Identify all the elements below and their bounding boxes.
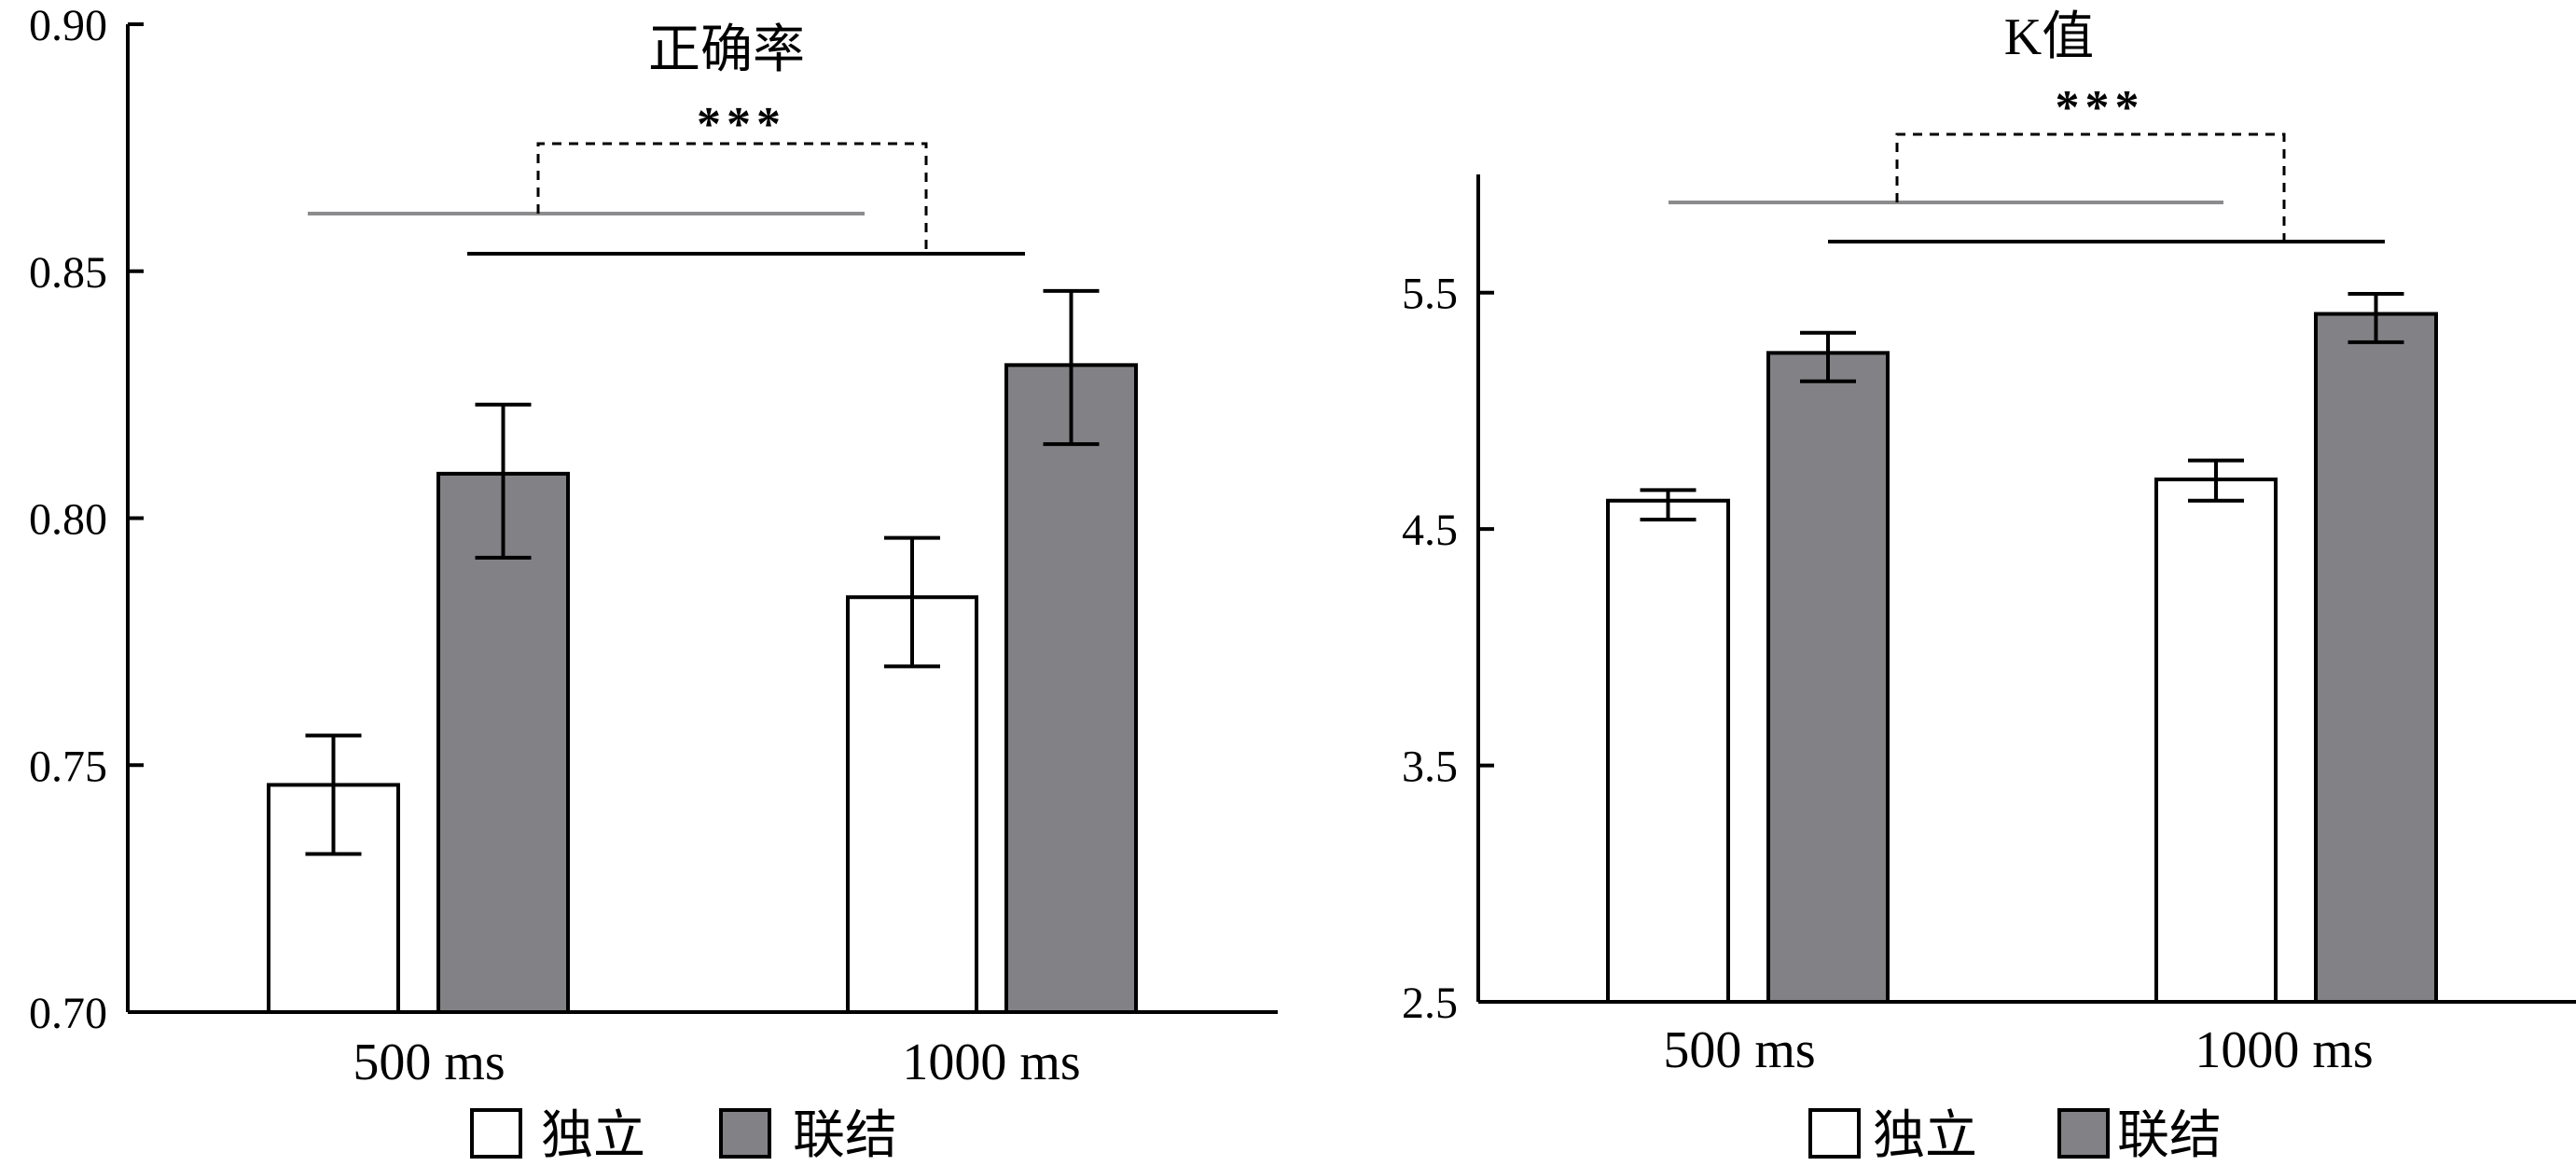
y-tick-label: 4.5 bbox=[1402, 506, 1458, 555]
y-tick-label: 0.75 bbox=[29, 742, 107, 791]
bar-independent bbox=[1606, 498, 1730, 1004]
chart-title: 正确率 bbox=[648, 21, 805, 79]
significance-label: *** bbox=[2056, 81, 2145, 134]
chart-title: K值 bbox=[2004, 8, 2094, 66]
error-bar bbox=[1640, 488, 1697, 522]
chart-panel-2: 2.5 3.5 4.5 5.5 500 ms 1000 ms K值 *** 独立 联结 bbox=[1402, 8, 2576, 1165]
x-tick-label: 1000 ms bbox=[902, 1034, 1080, 1091]
legend: 独立 联结 bbox=[1808, 1107, 2222, 1165]
y-tick-label: 5.5 bbox=[1402, 270, 1458, 319]
significance-bracket bbox=[536, 142, 928, 254]
chart-panel-1: 0.70 0.75 0.80 0.85 0.90 500 ms 1000 ms 正确率 *** 独… bbox=[29, 1, 1278, 1165]
y-tick-label: 0.80 bbox=[29, 495, 107, 545]
error-bar bbox=[2188, 458, 2244, 503]
significance-label: *** bbox=[697, 98, 786, 151]
x-tick-label: 500 ms bbox=[1663, 1021, 1815, 1079]
error-bar bbox=[1043, 288, 1100, 447]
legend-swatch-linked bbox=[719, 1108, 771, 1159]
error-bar bbox=[884, 535, 940, 669]
legend-label-independent: 独立 bbox=[541, 1107, 645, 1165]
y-tick-label: 0.85 bbox=[29, 248, 107, 298]
y-tick-label: 0.90 bbox=[29, 1, 107, 50]
legend-swatch-independent bbox=[470, 1108, 522, 1159]
error-bar bbox=[2347, 291, 2404, 344]
error-bar bbox=[475, 402, 532, 560]
y-tick-label: 3.5 bbox=[1402, 743, 1458, 792]
legend-label-linked: 联结 bbox=[793, 1107, 897, 1165]
significance-bracket bbox=[1895, 132, 2286, 242]
legend-label-independent: 独立 bbox=[1873, 1107, 1977, 1165]
legend-swatch-independent bbox=[1808, 1108, 1861, 1159]
error-bar bbox=[1800, 330, 1856, 383]
x-tick-label: 500 ms bbox=[353, 1034, 505, 1091]
legend-swatch-linked bbox=[2057, 1108, 2110, 1159]
error-bar bbox=[305, 733, 362, 856]
bar-linked bbox=[436, 471, 570, 1015]
legend-label-linked: 联结 bbox=[2117, 1107, 2222, 1165]
bar-linked bbox=[2314, 312, 2438, 1005]
y-tick-label: 0.70 bbox=[29, 989, 107, 1038]
y-tick-label: 2.5 bbox=[1402, 979, 1458, 1028]
bar-independent bbox=[2154, 477, 2278, 1004]
bar-linked bbox=[1766, 351, 1890, 1004]
bar-linked bbox=[1004, 363, 1138, 1015]
legend: 独立 联结 bbox=[470, 1107, 897, 1165]
x-tick-label: 1000 ms bbox=[2195, 1021, 2373, 1079]
